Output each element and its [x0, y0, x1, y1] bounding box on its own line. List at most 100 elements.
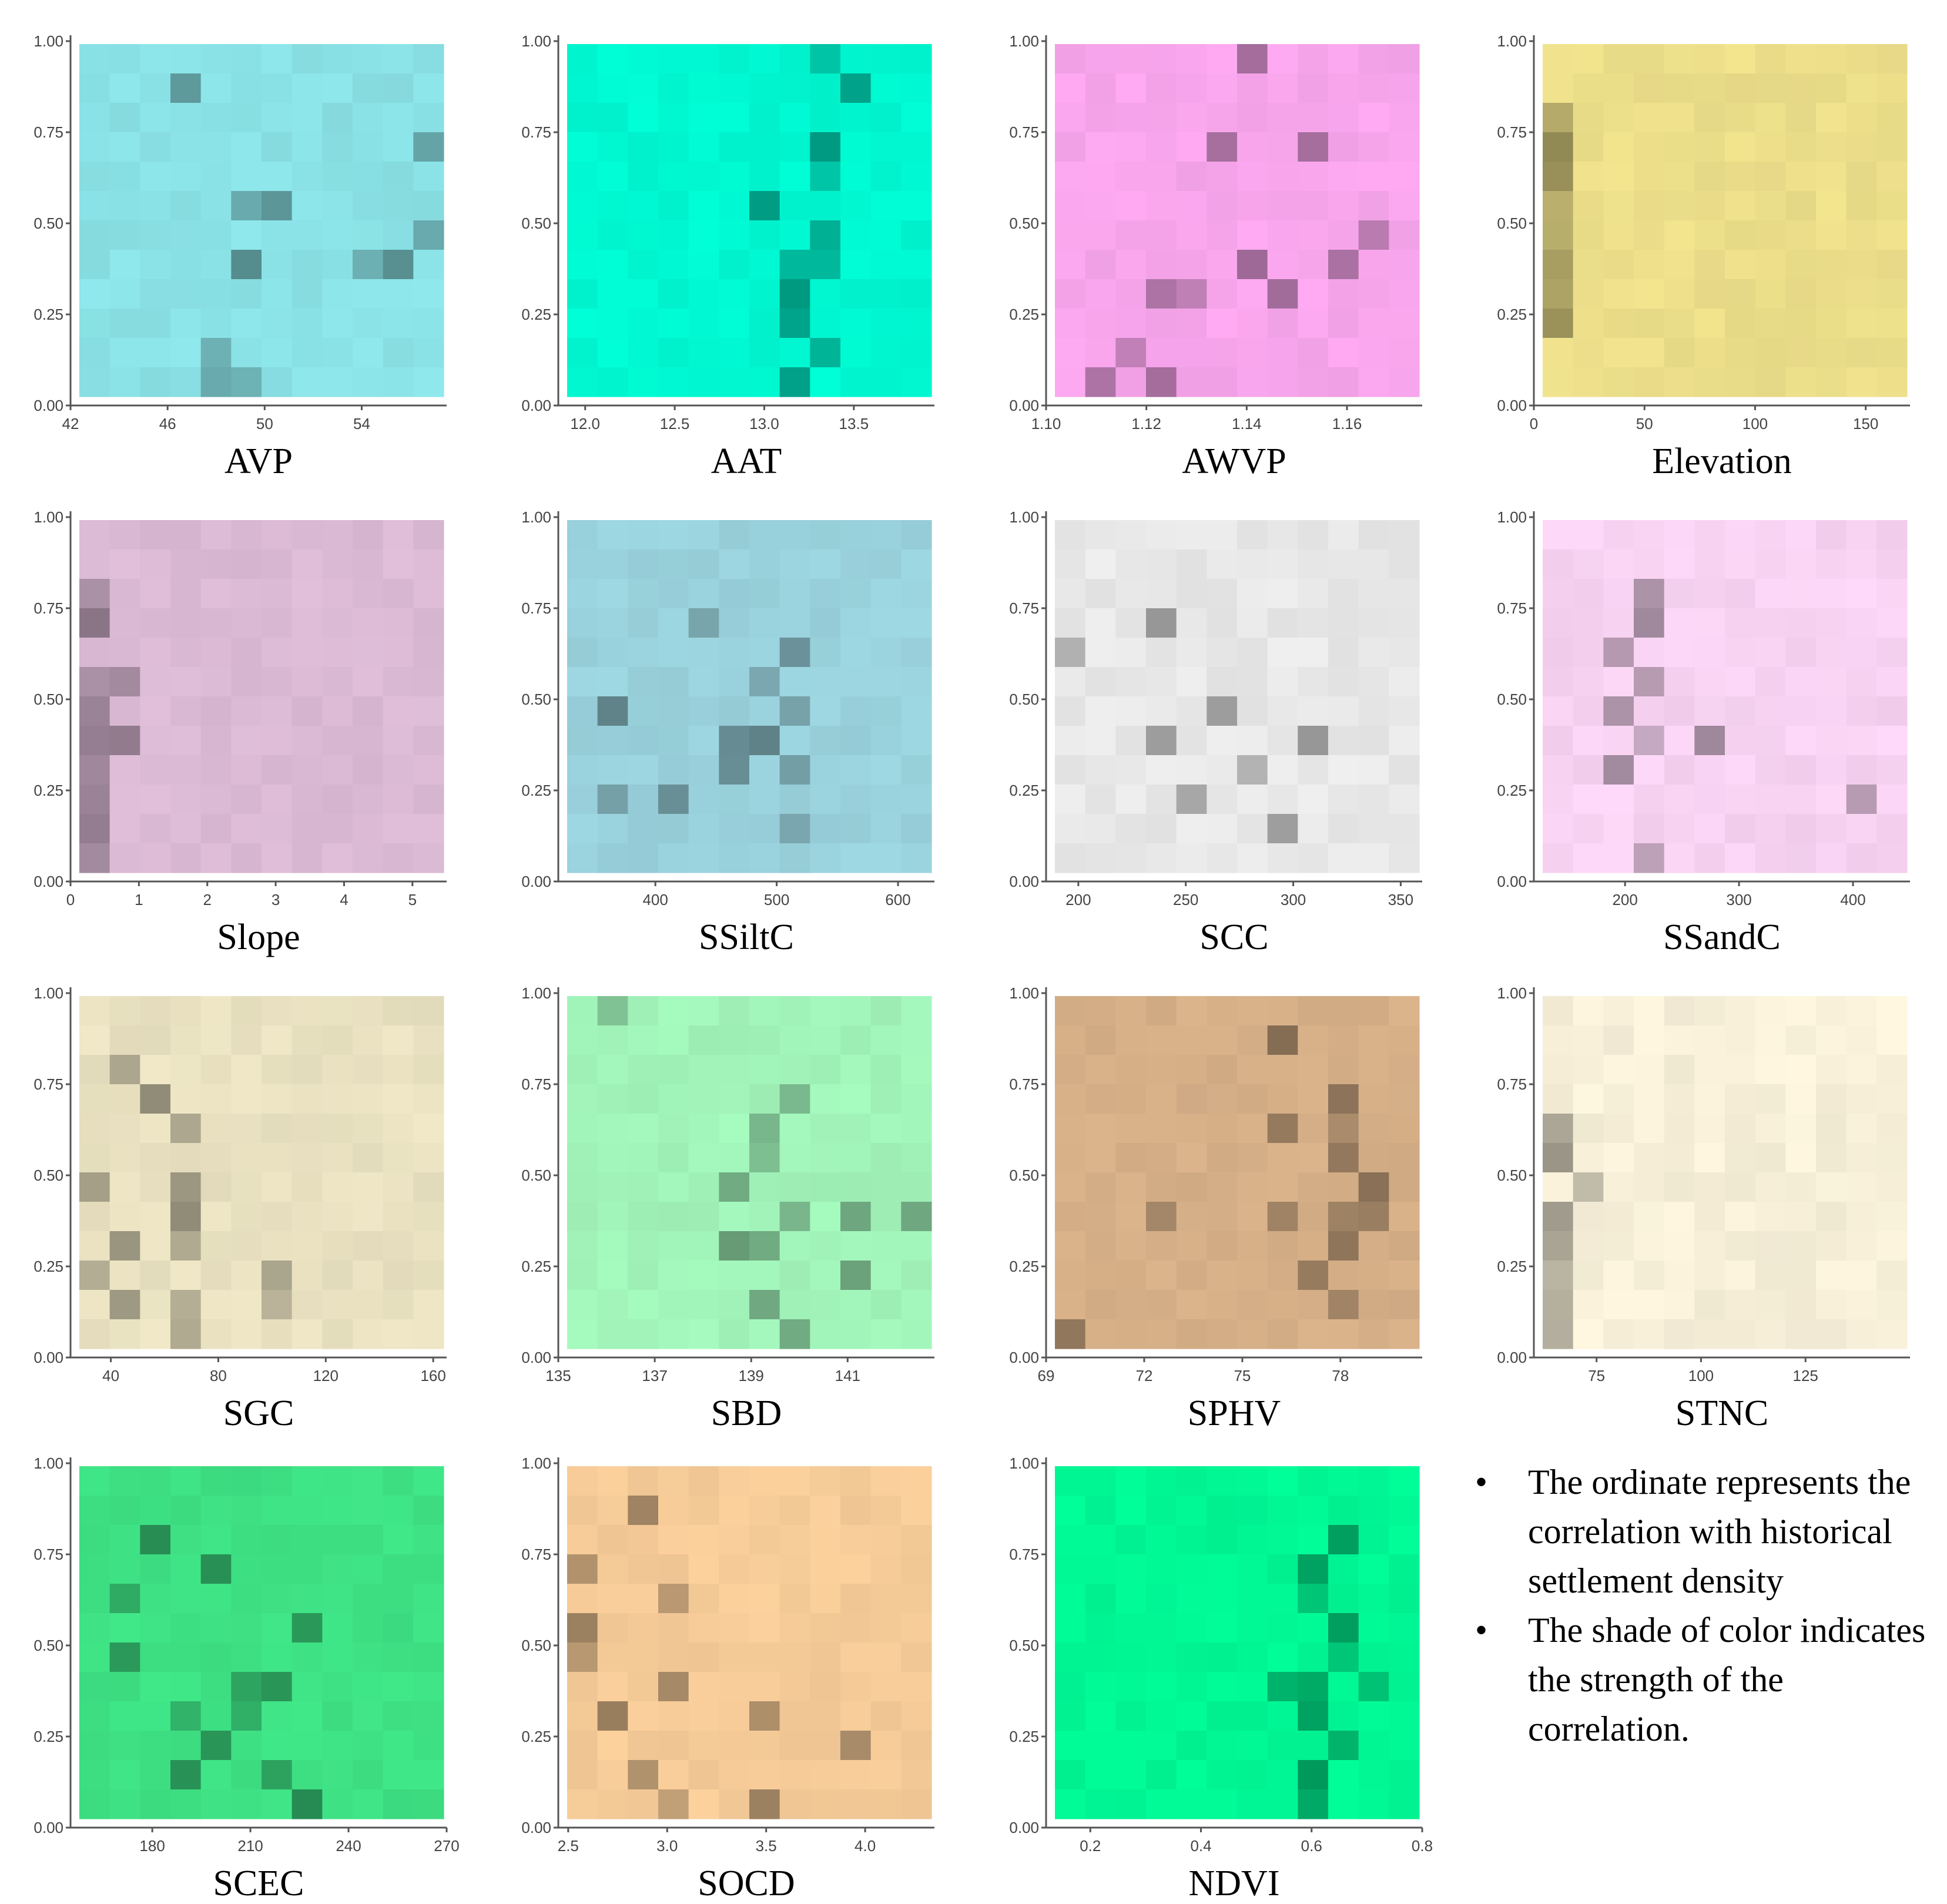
- heatmap-cell: [658, 162, 689, 192]
- heatmap-cell: [870, 1584, 902, 1614]
- heatmap-cell: [870, 1231, 902, 1261]
- heatmap-cell: [109, 608, 140, 638]
- heatmap-cell: [628, 520, 659, 550]
- heatmap-cell: [1176, 1466, 1207, 1496]
- heatmap-cell: [1876, 1261, 1908, 1290]
- heatmap-cell: [840, 44, 872, 74]
- heatmap-cell: [1389, 191, 1420, 221]
- heatmap-cell: [1085, 1231, 1116, 1261]
- heatmap-cell: [597, 1584, 628, 1614]
- heatmap-cell: [1146, 726, 1177, 756]
- heatmap-cell: [140, 667, 171, 697]
- heatmap-cell: [1055, 367, 1086, 397]
- heatmap-cell: [1389, 785, 1420, 814]
- heatmap-cell: [1146, 638, 1177, 668]
- y-tick-label: 0.00: [521, 397, 551, 414]
- heatmap-cell: [140, 996, 171, 1026]
- y-tick-label: 0.50: [521, 690, 551, 708]
- y-tick-label: 0.75: [1009, 1546, 1039, 1563]
- heatmap-cell: [291, 1731, 323, 1761]
- heatmap-cell: [870, 1760, 902, 1790]
- heatmap-cell: [749, 667, 780, 697]
- heatmap-cell: [1267, 549, 1298, 579]
- heatmap-cell: [1573, 279, 1604, 309]
- heatmap-cell: [1573, 1261, 1604, 1290]
- heatmap-cell: [262, 1466, 293, 1496]
- heatmap-cell: [140, 338, 171, 368]
- heatmap-cell: [810, 1554, 841, 1584]
- note-text: The ordinate represents the correlation …: [1528, 1463, 1911, 1600]
- heatmap-cell: [1389, 814, 1420, 844]
- heatmap-cell: [1543, 1172, 1574, 1202]
- heatmap-cell: [1298, 367, 1329, 397]
- y-tick-label: 0.75: [521, 123, 551, 141]
- y-tick-label: 0.50: [33, 1166, 63, 1184]
- heatmap-cell: [1573, 162, 1604, 192]
- heatmap-cell: [1694, 44, 1725, 74]
- heatmap-cell: [170, 1025, 202, 1055]
- heatmap-cell: [262, 549, 293, 579]
- heatmap-cell: [688, 1496, 719, 1526]
- heatmap-cell: [870, 132, 902, 162]
- heatmap-cell: [719, 162, 750, 192]
- heatmap-cell: [140, 1261, 171, 1290]
- heatmap-cell: [1146, 667, 1177, 697]
- heatmap-cell: [1389, 608, 1420, 638]
- heatmap-cell: [1846, 250, 1877, 280]
- heatmap-cell: [719, 608, 750, 638]
- heatmap-cell: [1267, 814, 1298, 844]
- heatmap-cell: [79, 843, 110, 873]
- heatmap-cell: [1543, 785, 1574, 814]
- heatmap-cell: [840, 549, 872, 579]
- heatmap-cell: [1267, 1025, 1298, 1055]
- heatmap-cell: [79, 579, 110, 609]
- heatmap-cell: [1694, 520, 1725, 550]
- heatmap-cell: [1055, 191, 1086, 221]
- heatmap-cell: [870, 1525, 902, 1555]
- heatmap-cell: [1725, 726, 1756, 756]
- heatmap-cell: [658, 520, 689, 550]
- heatmap-cell: [1389, 1496, 1420, 1526]
- heatmap-cell: [840, 338, 872, 368]
- heatmap-cell: [1146, 162, 1177, 192]
- heatmap-cell: [1298, 1554, 1329, 1584]
- panel-title: SPHV: [1188, 1393, 1281, 1433]
- heatmap-cell: [413, 1025, 444, 1055]
- heatmap-cell: [779, 726, 810, 756]
- heatmap-cell: [1785, 309, 1817, 338]
- heatmap-cell: [1603, 1261, 1634, 1290]
- heatmap-cell: [901, 162, 932, 192]
- heatmap-cell: [262, 1261, 293, 1290]
- heatmap-cell: [567, 1496, 598, 1526]
- heatmap-cell: [1755, 191, 1786, 221]
- heatmap-cell: [1876, 667, 1908, 697]
- heatmap-cell: [1725, 667, 1756, 697]
- heatmap-cell: [231, 1172, 262, 1202]
- panel-title: Elevation: [1652, 441, 1792, 481]
- heatmap-cell: [1755, 1055, 1786, 1085]
- heatmap-cell: [79, 1613, 110, 1643]
- heatmap-cell: [567, 1172, 598, 1202]
- heatmap-cell: [1846, 162, 1877, 192]
- heatmap-cell: [1055, 608, 1086, 638]
- heatmap-cell: [1146, 1672, 1177, 1702]
- heatmap-cell: [170, 1613, 202, 1643]
- heatmap-cell: [353, 843, 384, 873]
- x-tick-label: 46: [159, 415, 176, 433]
- heatmap-cell: [1328, 1525, 1359, 1555]
- heatmap-cell: [1603, 191, 1634, 221]
- heatmap-cell: [901, 1114, 932, 1144]
- heatmap-cell: [413, 726, 444, 756]
- heatmap-cell: [1176, 1025, 1207, 1055]
- heatmap-cell: [870, 1319, 902, 1349]
- heatmap-cell: [810, 814, 841, 844]
- heatmap-cell: [1146, 73, 1177, 103]
- heatmap-cell: [1207, 696, 1238, 726]
- heatmap-cell: [597, 338, 628, 368]
- heatmap-cell: [810, 520, 841, 550]
- heatmap-cell: [1664, 220, 1695, 250]
- heatmap-cell: [901, 1789, 932, 1819]
- y-tick-label: 0.25: [1009, 306, 1039, 323]
- y-tick-label: 0.75: [33, 1546, 63, 1563]
- panel-title: SSiltC: [699, 917, 794, 957]
